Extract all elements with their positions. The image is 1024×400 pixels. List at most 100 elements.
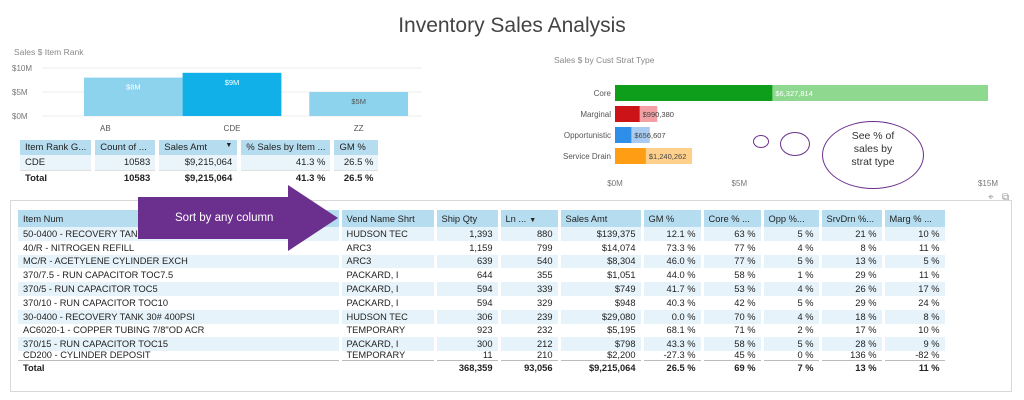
strat-data-label: $1,240,262 (649, 152, 687, 161)
table-cell: $139,375 (559, 227, 644, 241)
strat-bar-marginal[interactable] (615, 106, 640, 122)
table-row[interactable]: CD200 - CYLINDER DEPOSIT TEMPORARY 11 210 $2… (18, 351, 948, 361)
table-cell: $948 (559, 295, 644, 310)
table-row[interactable]: 370/5 - RUN CAPACITOR TOC5 PACKARD, I 594 3… (18, 282, 948, 296)
col-sales-amt[interactable]: Sales Amt (559, 210, 644, 227)
table-cell: 11 (435, 351, 501, 361)
page-title: Inventory Sales Analysis (398, 14, 626, 37)
table-row[interactable]: MC/R - ACETYLENE CYLINDER EXCH ARC3 639 540… (18, 254, 948, 269)
strat-chart-title: Sales $ by Cust Strat Type (554, 55, 655, 65)
table-cell: 42 % (702, 295, 764, 310)
table-cell: 40/R - NITROGEN REFILL (18, 240, 342, 255)
rank-data-label: $8M (126, 83, 141, 92)
rank-bar-chart[interactable]: $10M $5M $0M $8M AB $9M CDE $5M ZZ (10, 60, 430, 138)
strat-bar-chart[interactable]: Core $6,327,814 Marginal $990,380 Opportunis… (552, 66, 1002, 192)
rank-chart-title: Sales $ Item Rank (14, 47, 84, 57)
table-cell: 329 (499, 295, 561, 310)
table-cell: 239 (499, 309, 561, 324)
table-cell: 923 (435, 323, 501, 338)
item-rank-table: Item Rank G... Count of ... Sales Amt ▼ %… (20, 140, 383, 186)
table-cell: 10 % (883, 323, 948, 338)
col-gm[interactable]: GM % (642, 210, 704, 227)
table-cell: 799 (499, 240, 561, 255)
strat-bar-core[interactable] (615, 85, 773, 101)
strat-tick-label: $5M (732, 179, 748, 188)
table-row[interactable]: 370/10 - RUN CAPACITOR TOC10 PACKARD, I 59… (18, 295, 948, 310)
rank-col-pct-sales[interactable]: % Sales by Item ... (239, 140, 335, 155)
table-cell: 880 (499, 227, 561, 241)
table-cell: 46.0 % (642, 254, 704, 269)
total-cell: 93,056 (499, 360, 561, 376)
rank-col-sales-amt[interactable]: Sales Amt ▼ (157, 140, 242, 155)
col-vend-name[interactable]: Vend Name Shrt (340, 210, 437, 227)
table-cell: 644 (435, 268, 501, 283)
table-cell: 300 (435, 337, 501, 352)
table-cell: -82 % (883, 351, 948, 361)
table-cell: 639 (435, 254, 501, 269)
total-cell: 13 % (820, 360, 885, 376)
table-row[interactable]: CDE 10583 $9,215,064 41.3 % 26.5 % (20, 155, 383, 171)
table-row[interactable]: 40/R - NITROGEN REFILL ARC3 1,159 799 $14,07… (18, 240, 948, 255)
table-row[interactable]: 30-0400 - RECOVERY TANK 30# 400PSI HUDSON… (18, 309, 948, 324)
items-table: Item Num Vend Name Shrt Ship Qty Ln ... ▼… (18, 210, 948, 376)
rank-bar-zz[interactable] (309, 92, 409, 116)
pin-icon[interactable]: ⌖ (988, 192, 994, 203)
rank-category-label: AB (100, 124, 111, 133)
table-cell: 73.3 % (642, 240, 704, 255)
table-row[interactable]: AC6020-1 - COPPER TUBING 7/8"OD ACR TEMPO… (18, 323, 948, 338)
table-cell: 370/7.5 - RUN CAPACITOR TOC7.5 (18, 268, 342, 283)
table-cell: 1,393 (435, 227, 501, 241)
table-cell: 210 (499, 351, 561, 361)
table-cell: 5 % (883, 254, 948, 269)
table-cell: 212 (499, 337, 561, 352)
table-cell: 11 % (883, 240, 948, 255)
table-cell: TEMPORARY (340, 323, 437, 338)
sort-desc-icon: ▼ (529, 216, 537, 224)
col-srvdrn[interactable]: SrvDrn %... (820, 210, 885, 227)
table-cell: 9 % (883, 337, 948, 352)
table-row[interactable]: 370/7.5 - RUN CAPACITOR TOC7.5 PACKARD, I… (18, 268, 948, 283)
rank-bar-ab[interactable] (83, 77, 183, 116)
table-cell: 8 % (883, 309, 948, 324)
rank-col-gm[interactable]: GM % (332, 140, 383, 155)
total-cell: 7 % (762, 360, 822, 376)
table-cell: 370/10 - RUN CAPACITOR TOC10 (18, 295, 342, 310)
table-cell: $14,074 (559, 240, 644, 255)
table-cell: 11 % (883, 268, 948, 283)
table-cell: 5 % (762, 254, 822, 269)
table-cell: 18 % (820, 309, 885, 324)
table-row[interactable]: 370/15 - RUN CAPACITOR TOC15 PACKARD, I 30… (18, 337, 948, 352)
table-cell: 77 % (702, 254, 764, 269)
rank-col-count[interactable]: Count of ... (93, 140, 160, 155)
rank-col-item-rank[interactable]: Item Rank G... (20, 140, 96, 155)
table-cell: 28 % (820, 337, 885, 352)
total-row: Total 10583 $9,215,064 41.3 % 26.5 % (20, 170, 383, 186)
col-marg[interactable]: Marg % ... (883, 210, 948, 227)
table-cell: $5,195 (559, 323, 644, 338)
table-cell: 43.3 % (642, 337, 704, 352)
table-cell: 10 % (883, 227, 948, 241)
focus-mode-icon[interactable]: ⧉ (1002, 192, 1010, 203)
table-cell: 45 % (702, 351, 764, 361)
table-cell: $798 (559, 337, 644, 352)
rank-tick-label: $0M (12, 112, 28, 121)
table-cell: 4 % (762, 282, 822, 296)
table-cell: 5 % (762, 337, 822, 352)
table-cell: HUDSON TEC (340, 309, 437, 324)
col-ln[interactable]: Ln ... ▼ (499, 210, 561, 227)
table-cell: 2 % (762, 323, 822, 338)
table-cell: 370/5 - RUN CAPACITOR TOC5 (18, 282, 342, 296)
col-core[interactable]: Core % ... (702, 210, 764, 227)
rank-bar-cde[interactable] (182, 72, 282, 116)
strat-bar-service-drain[interactable] (615, 148, 646, 164)
table-cell: 41.7 % (642, 282, 704, 296)
strat-data-label: $6,327,814 (775, 89, 813, 98)
table-cell: 0.0 % (642, 309, 704, 324)
table-cell: $29,080 (559, 309, 644, 324)
col-ship-qty[interactable]: Ship Qty (435, 210, 501, 227)
strat-category-label: Service Drain (563, 152, 611, 161)
table-cell: 355 (499, 268, 561, 283)
table-cell: 40.3 % (642, 295, 704, 310)
col-opp[interactable]: Opp %... (762, 210, 822, 227)
strat-bar-opportunistic[interactable] (615, 127, 632, 143)
